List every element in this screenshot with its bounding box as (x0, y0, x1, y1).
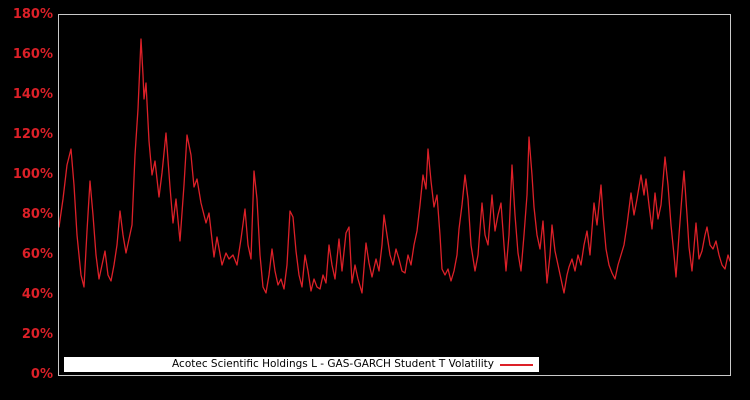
y-tick-label: 180% (12, 7, 53, 22)
y-tick-label: 80% (21, 207, 53, 222)
y-tick-label: 160% (12, 47, 53, 62)
legend-line-sample-icon (500, 363, 533, 366)
y-tick-label: 120% (12, 127, 53, 142)
y-tick-label: 60% (21, 247, 53, 262)
y-tick-label: 40% (21, 287, 53, 302)
plot-area (58, 14, 731, 376)
volatility-line-chart (59, 38, 730, 294)
y-tick-label: 140% (12, 87, 53, 102)
y-tick-label: 100% (12, 167, 53, 182)
legend: Acotec Scientific Holdings L - GAS-GARCH… (64, 357, 539, 372)
y-tick-label: 0% (30, 367, 53, 382)
y-tick-label: 20% (21, 327, 53, 342)
legend-label: Acotec Scientific Holdings L - GAS-GARCH… (172, 358, 494, 370)
volatility-line-series (59, 38, 730, 294)
